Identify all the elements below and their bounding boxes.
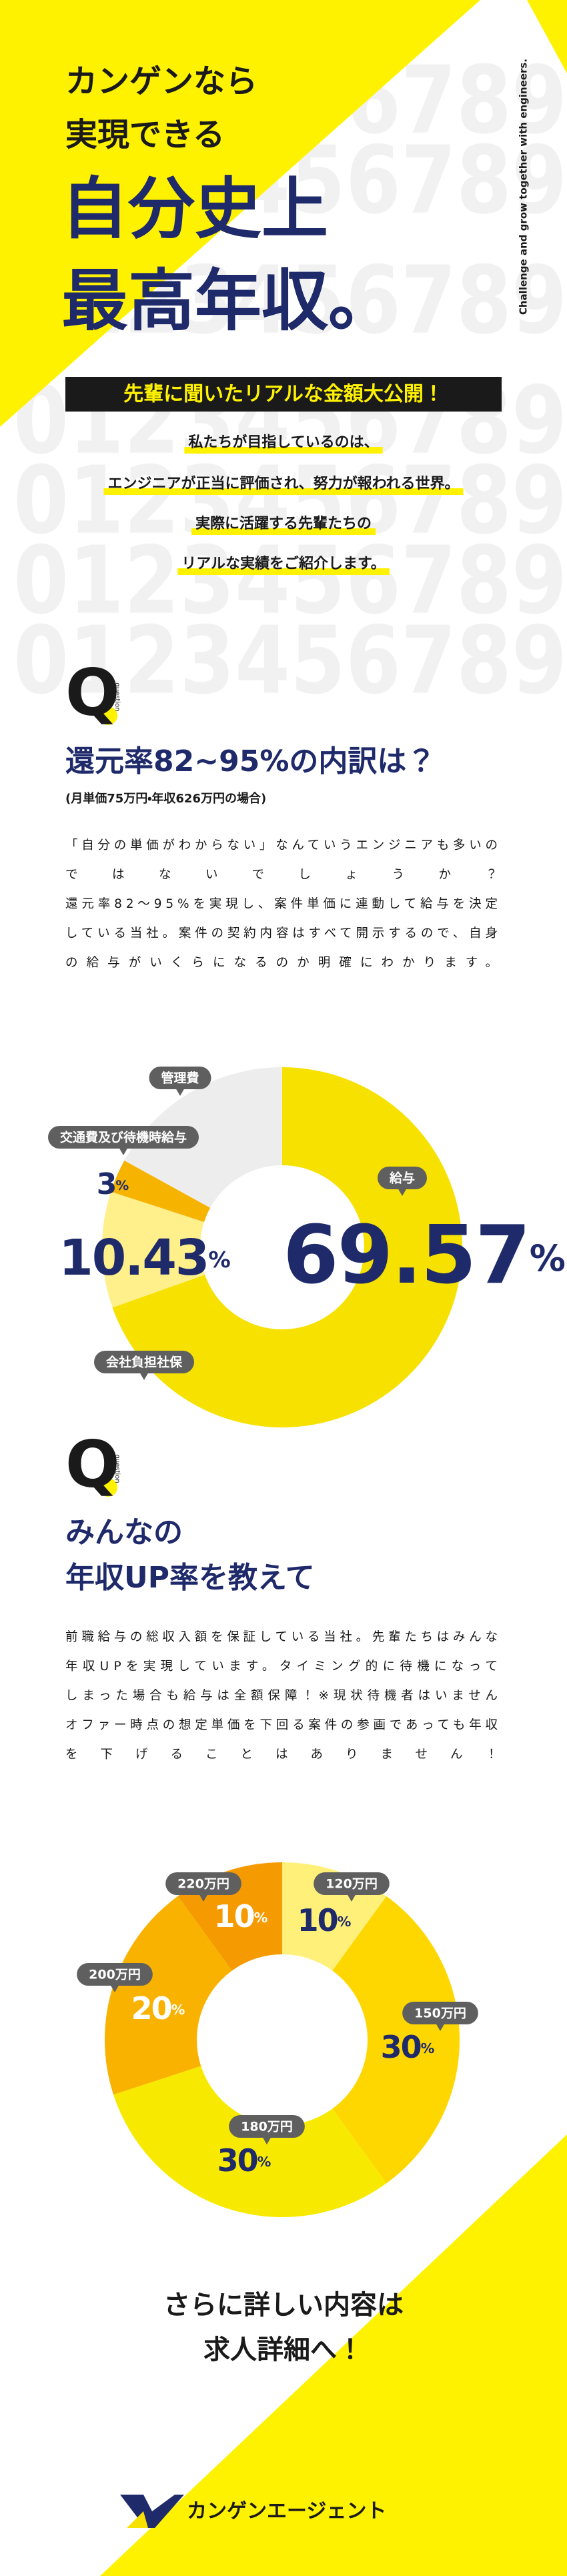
section-title: 年収UP率を教えて <box>65 1561 315 1595</box>
category-label: 管理費 <box>161 1071 199 1086</box>
body-line: オファー時点の想定単価を下回る案件の参画であっても年収 <box>65 1718 498 1732</box>
callout-tail <box>119 1147 128 1155</box>
category-label: 交通費及び待機時給与 <box>60 1130 187 1145</box>
value-label: 30% <box>217 2142 271 2178</box>
chart: 69.57% 給与 10.43% 会社負担社保 3% 交通費及び待機時給与 管理費 <box>47 1067 566 1427</box>
callout <box>314 1872 390 1895</box>
callout-tail <box>398 1188 407 1196</box>
banner: 先輩に聞いたリアルな金額大公開！ <box>123 383 444 406</box>
highlight <box>184 447 383 454</box>
value-label: 10.43% <box>59 1229 230 1287</box>
callout-tail <box>347 1894 356 1902</box>
body-line: している当社。案件の契約内容はすべて開示するので、自身 <box>65 926 498 940</box>
body-line: 還元率82～95%を実現し、案件単価に連動して給与を決定 <box>65 897 498 911</box>
digit-row: 0123456789 <box>13 447 567 556</box>
callout <box>47 1126 199 1149</box>
callout-tail <box>175 1088 185 1096</box>
tagline: Challenge and grow together with enginee… <box>518 59 530 315</box>
highlight <box>177 568 390 575</box>
digit-row: 0123456789 <box>13 607 567 716</box>
header-line: 実現できる <box>65 116 225 153</box>
callout <box>229 2115 305 2138</box>
q-dot <box>99 706 117 725</box>
category-label: 会社負担社保 <box>106 1355 183 1370</box>
slice <box>124 1067 282 1208</box>
body-line: の給与がいくらになるのか明確にわかります。 <box>65 956 498 970</box>
section-title: みんなの <box>65 1515 183 1549</box>
callout-tail <box>199 1894 208 1902</box>
body-line: 前職給与の総収入額を保証している当社。先輩たちはみんな <box>65 1630 498 1644</box>
slice <box>101 1191 205 1308</box>
q-mark: Q <box>65 655 120 730</box>
value-label: 10% <box>214 1898 268 1934</box>
intro: 私たちが目指しているのは、エンジニアが正当に評価され、努力が報われる世界。実際に… <box>103 434 464 575</box>
body-line: 「自分の単価がわからない」なんていうエンジニアも多いの <box>65 838 498 852</box>
q-sub: question <box>113 682 121 711</box>
callout <box>93 1351 195 1373</box>
footer-accent <box>100 2134 567 2576</box>
callout-tail <box>139 1372 149 1380</box>
value-label: 30% <box>381 2029 435 2065</box>
q-dot <box>99 1478 117 1497</box>
body-line: しまった場合も給与は全額保障！※現状待機者はいません <box>65 1689 498 1703</box>
body-line: 年収UPを実現しています。タイミング的に待機になって <box>65 1660 498 1674</box>
category-label: 200万円 <box>89 1968 141 1982</box>
value-label: 69.57% <box>283 1209 565 1302</box>
logo-mark <box>120 2495 184 2528</box>
intro-line: エンジニアが正当に評価され、努力が報われる世界。 <box>107 475 459 492</box>
headline: 自分史上 <box>61 169 328 247</box>
header-accent <box>0 0 480 427</box>
body-line: ではないでしょうか？ <box>65 868 498 882</box>
category-label: 給与 <box>389 1171 415 1186</box>
intro-line: 私たちが目指しているのは、 <box>188 434 378 451</box>
slice <box>113 2066 387 2217</box>
category-label: 180万円 <box>241 2120 293 2134</box>
value-label: 3% <box>97 1167 129 1201</box>
slice <box>105 1896 232 2095</box>
highlight <box>191 528 376 535</box>
slice <box>111 1160 211 1222</box>
callout-tail <box>110 1984 119 1992</box>
section-title: 還元率82~95%の内訳は？ <box>65 744 436 778</box>
callout <box>402 2002 478 2024</box>
callout-tail <box>262 2136 271 2144</box>
q-mark: Q <box>65 1427 120 1501</box>
digit-row: 0123456789 <box>13 527 567 636</box>
body-line: を下げることはありません！ <box>65 1748 498 1762</box>
logo: カンゲンエージェント <box>120 2495 386 2528</box>
header-line: カンゲンなら <box>65 63 257 100</box>
headline: 最高年収。 <box>61 261 395 340</box>
category-label: 120万円 <box>326 1877 378 1892</box>
chart: 10% 120万円 30% 150万円 30% 180万円 20% 200万円 10% 220万円 <box>77 1862 478 2217</box>
value-label: 20% <box>131 1990 185 2026</box>
slice <box>112 1067 463 1427</box>
q-sub: question <box>113 1454 121 1483</box>
callout <box>149 1067 211 1089</box>
category-label: 220万円 <box>177 1877 229 1892</box>
slice <box>332 1896 460 2184</box>
highlight <box>103 488 464 495</box>
callout-tail <box>436 2023 445 2031</box>
intro-line: 実際に活躍する先輩たちの <box>195 515 372 532</box>
corner-accent <box>527 0 567 73</box>
banner-bg <box>65 377 502 412</box>
cta: さらに詳しい内容は <box>163 2290 404 2321</box>
category-label: 150万円 <box>414 2006 466 2021</box>
callout <box>77 1963 153 1986</box>
callout <box>165 1872 241 1895</box>
logo-mark <box>127 2511 148 2528</box>
cta: 求人詳細へ！ <box>203 2335 364 2365</box>
callout <box>377 1167 428 1189</box>
section-subtitle: (月単価75万円・年収626万円の場合) <box>65 791 266 806</box>
logo-text: カンゲンエージェント <box>187 2500 386 2523</box>
intro-line: リアルな実績をご紹介します。 <box>181 555 386 572</box>
value-label: 10% <box>298 1902 352 1938</box>
